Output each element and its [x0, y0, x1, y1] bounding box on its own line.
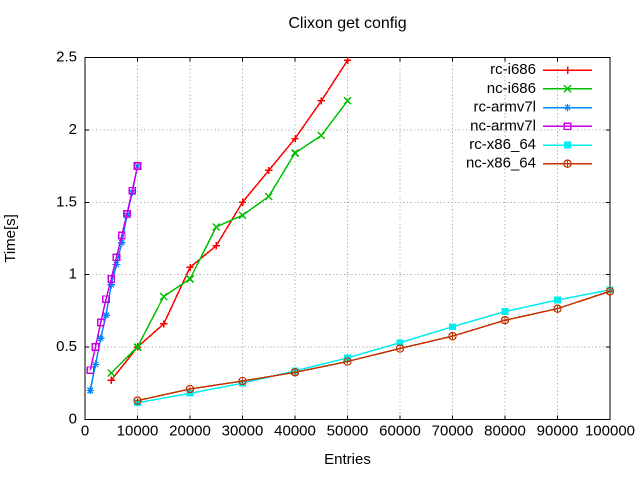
svg-text:20000: 20000 [169, 422, 211, 439]
svg-text:0: 0 [81, 422, 89, 439]
svg-text:100000: 100000 [585, 422, 635, 439]
svg-text:0: 0 [69, 410, 77, 427]
svg-text:nc-armv7l: nc-armv7l [470, 117, 536, 134]
svg-text:2: 2 [69, 121, 77, 138]
svg-text:rc-armv7l: rc-armv7l [474, 99, 537, 116]
svg-text:80000: 80000 [484, 422, 526, 439]
svg-text:nc-x86_64: nc-x86_64 [466, 155, 536, 172]
svg-text:40000: 40000 [274, 422, 316, 439]
svg-text:Time[s]: Time[s] [2, 214, 19, 263]
svg-text:1.5: 1.5 [56, 193, 77, 210]
svg-text:0.5: 0.5 [56, 338, 77, 355]
svg-text:10000: 10000 [117, 422, 159, 439]
svg-text:Entries: Entries [324, 451, 371, 468]
svg-text:70000: 70000 [432, 422, 474, 439]
svg-text:1: 1 [69, 266, 77, 283]
svg-text:Clixon get config: Clixon get config [288, 15, 406, 32]
svg-text:rc-i686: rc-i686 [490, 61, 536, 78]
svg-text:30000: 30000 [222, 422, 264, 439]
svg-text:50000: 50000 [327, 422, 369, 439]
svg-text:60000: 60000 [379, 422, 421, 439]
svg-text:2.5: 2.5 [56, 49, 77, 66]
svg-text:nc-i686: nc-i686 [487, 80, 536, 97]
svg-text:rc-x86_64: rc-x86_64 [469, 136, 536, 153]
svg-text:90000: 90000 [537, 422, 579, 439]
